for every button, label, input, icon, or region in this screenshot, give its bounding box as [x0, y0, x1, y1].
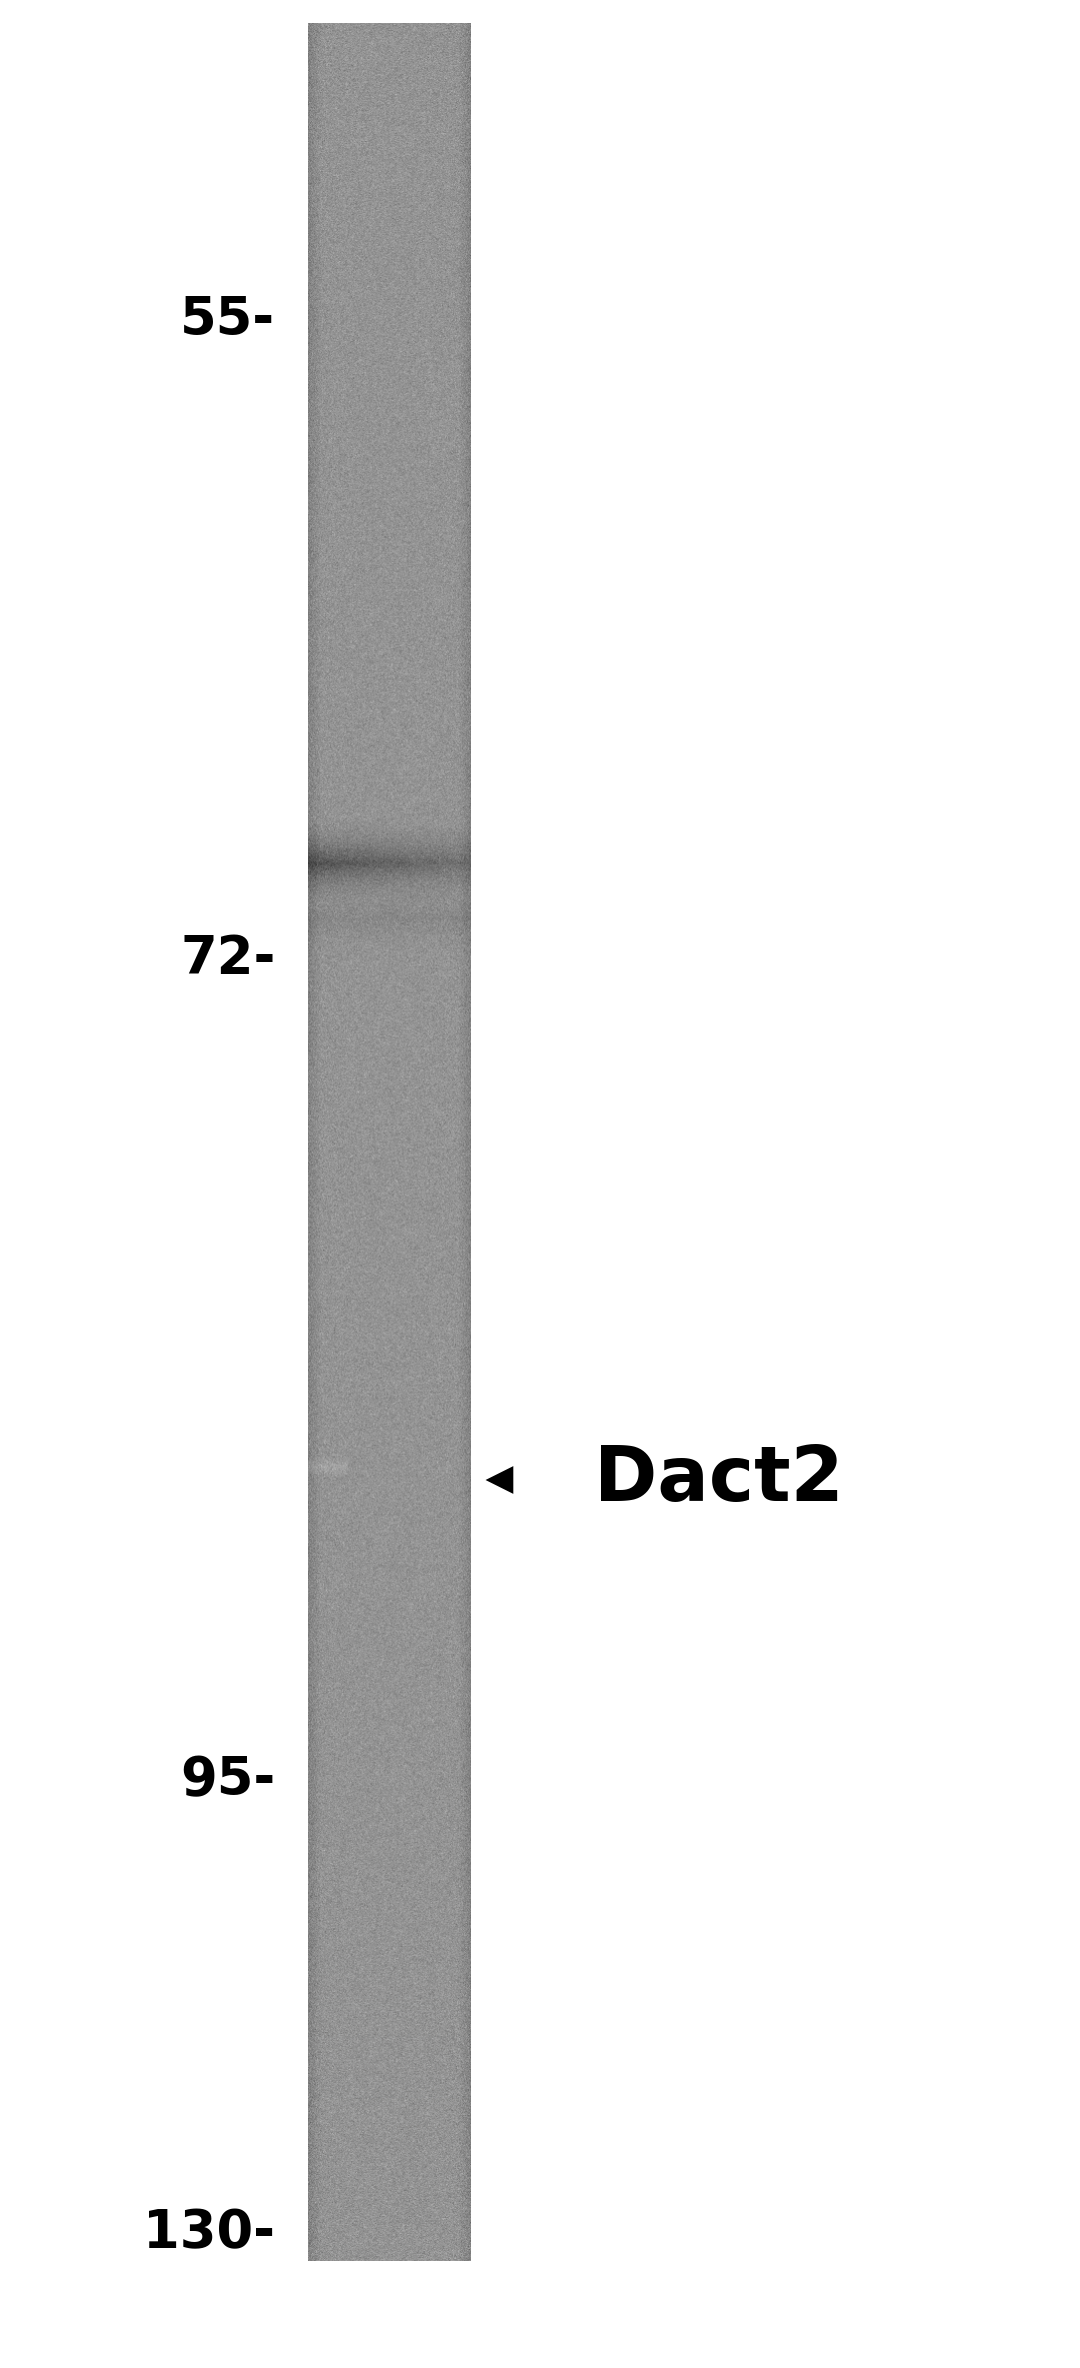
- Text: 130-: 130-: [144, 2207, 275, 2259]
- Text: 55-: 55-: [180, 294, 275, 346]
- Text: 72-: 72-: [180, 933, 275, 985]
- Text: 95-: 95-: [180, 1755, 275, 1807]
- Text: Dact2: Dact2: [594, 1442, 843, 1518]
